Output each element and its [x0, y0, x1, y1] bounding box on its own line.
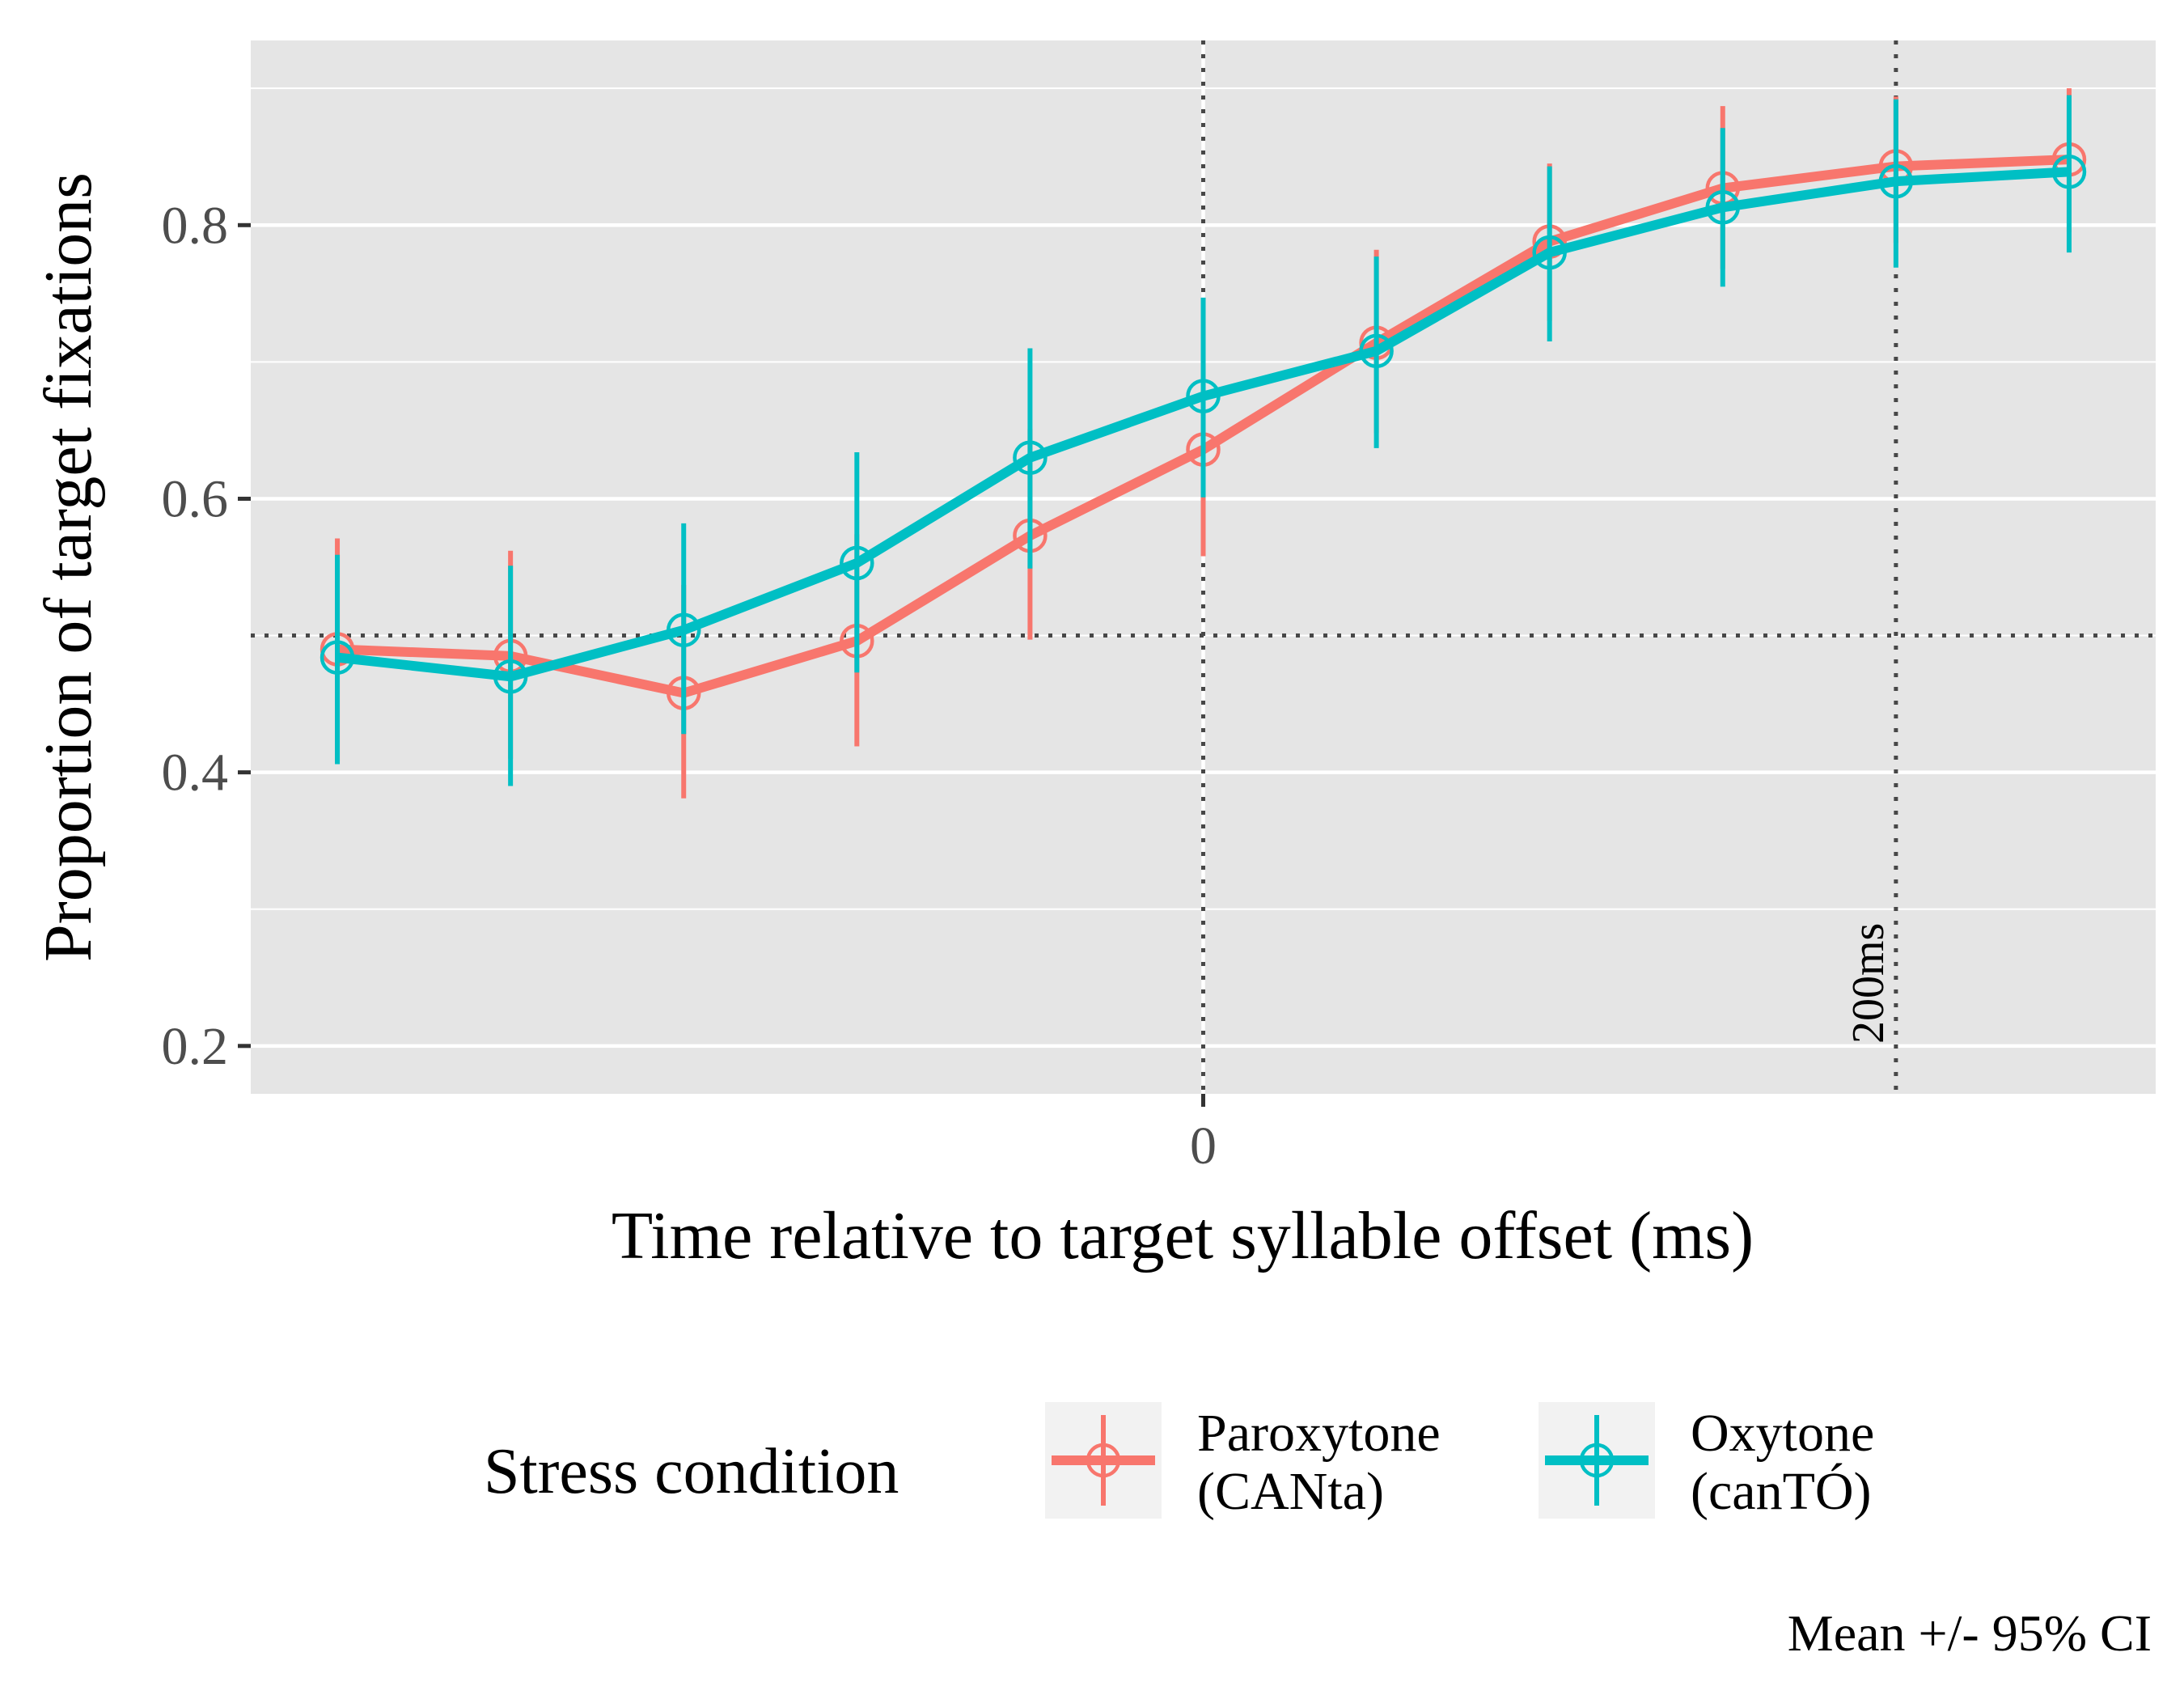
data-point — [320, 640, 355, 675]
y-tick-label: 0.2 — [162, 1017, 229, 1076]
x-axis: 0 — [1190, 1094, 1217, 1176]
legend-item-2: Oxytone (canTÓ) — [1539, 1402, 1874, 1521]
series-2 — [320, 95, 2087, 786]
data-point — [1878, 163, 1914, 199]
y-tick-label: 0.4 — [162, 744, 229, 803]
legend-label: Oxytone (canTÓ) — [1691, 1404, 1874, 1521]
data-point — [666, 612, 701, 648]
reference-lines: 200ms — [251, 40, 2156, 1094]
legend-label: Paroxytone (CANta) — [1197, 1404, 1441, 1521]
data-point — [493, 659, 528, 694]
x-tick-label: 0 — [1190, 1116, 1217, 1176]
legend-key-point — [1086, 1443, 1121, 1478]
data-point — [2051, 155, 2087, 189]
legend-item-1: Paroxytone (CANta) — [1045, 1402, 1441, 1521]
legend-title: Stress condition — [484, 1436, 899, 1507]
data-point — [1705, 190, 1741, 225]
vline-annotation-label: 200ms — [1843, 923, 1894, 1044]
data-point — [840, 545, 874, 581]
y-tick-label: 0.6 — [162, 469, 229, 528]
chart-caption: Mean +/- 95% CI — [1788, 1604, 2152, 1662]
data-point — [1186, 379, 1221, 413]
data-point — [1359, 333, 1394, 369]
legend-key-point — [1579, 1443, 1615, 1478]
x-axis-title: Time relative to target syllable offset … — [612, 1198, 1754, 1273]
y-tick-label: 0.8 — [162, 196, 229, 255]
series-layer — [320, 88, 2087, 799]
y-axis-title: Proportion of target fixations — [31, 172, 106, 962]
data-point — [1532, 235, 1567, 270]
y-axis: 0.2 0.4 0.6 0.8 — [162, 196, 251, 1076]
legend: Stress condition Paroxytone (CANta) Oxyton… — [484, 1402, 1874, 1521]
data-point — [1013, 440, 1048, 475]
